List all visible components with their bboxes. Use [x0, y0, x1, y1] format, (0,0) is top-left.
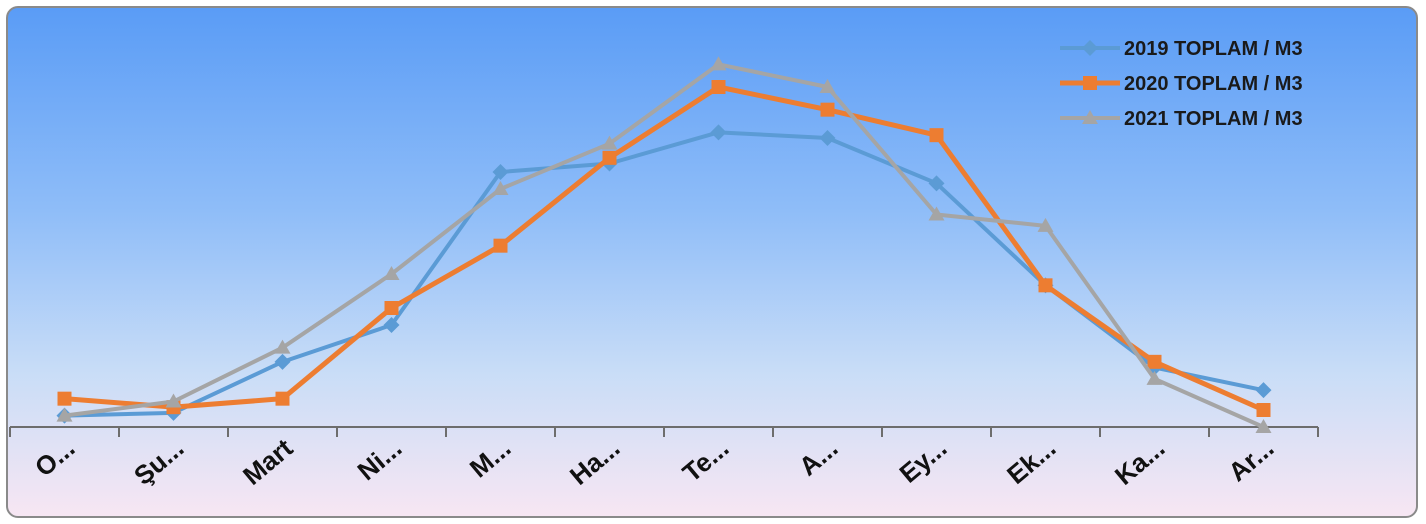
x-tick-label: Ar... — [1222, 433, 1279, 488]
data-point — [275, 391, 290, 406]
legend-label: 2020 TOPLAM / M3 — [1124, 73, 1303, 95]
x-axis: O... Şu... Mart Ni... M... Ha... Te... A... Ey..… — [9, 426, 1319, 491]
data-point — [819, 130, 836, 146]
data-point — [383, 266, 400, 280]
data-point — [710, 124, 727, 141]
data-point — [1255, 382, 1272, 399]
x-tick-label: Şu... — [128, 433, 189, 491]
x-tick-label: Mart — [237, 432, 299, 490]
series-1 — [56, 124, 1272, 424]
data-point — [819, 79, 836, 93]
series-layer — [56, 56, 1272, 433]
series-2 — [57, 80, 1271, 417]
data-point — [601, 135, 618, 150]
data-point — [602, 150, 617, 165]
data-point — [1256, 403, 1271, 417]
data-point — [928, 175, 945, 192]
series-line — [62, 62, 1266, 429]
series-line — [62, 84, 1266, 413]
data-point — [492, 164, 509, 180]
x-tick-label: Ey... — [894, 433, 953, 489]
data-point — [274, 353, 291, 370]
data-point — [56, 407, 73, 422]
data-point — [274, 339, 291, 354]
data-point — [1147, 354, 1162, 369]
legend: 2019 TOPLAM / M3 2020 TOPLAM / M3 2021 TOP… — [1060, 38, 1303, 130]
data-point — [165, 393, 182, 408]
x-tick-label: O... — [29, 433, 80, 483]
data-point — [1037, 217, 1054, 232]
legend-item: 2020 TOPLAM / M3 — [1060, 73, 1303, 95]
x-tick-label: Ni... — [352, 433, 408, 487]
data-point — [492, 181, 509, 195]
series-line — [62, 130, 1266, 418]
data-point — [57, 391, 72, 406]
legend-swatch-marker — [1082, 110, 1098, 124]
x-tick-label: Te... — [677, 433, 735, 488]
x-tick-label: Ha... — [564, 433, 625, 491]
data-point — [493, 238, 508, 253]
x-tick-label: M... — [464, 433, 516, 484]
legend-item: 2019 TOPLAM / M3 — [1060, 38, 1303, 60]
data-point — [1038, 278, 1053, 293]
x-tick-label: Ka... — [1109, 433, 1170, 491]
data-point — [384, 301, 399, 315]
data-point — [1146, 370, 1163, 385]
data-point — [928, 206, 945, 221]
legend-swatch-marker — [1083, 76, 1097, 90]
series-3 — [56, 56, 1272, 433]
legend-label: 2021 TOPLAM / M3 — [1124, 108, 1303, 130]
data-point — [711, 80, 726, 94]
x-tick-label: A... — [793, 433, 843, 482]
legend-label: 2019 TOPLAM / M3 — [1124, 38, 1303, 60]
data-point — [710, 56, 727, 71]
data-point — [929, 128, 944, 143]
data-point — [1255, 419, 1272, 433]
legend-swatch-marker — [1082, 40, 1098, 56]
data-point — [820, 102, 835, 117]
data-point — [383, 317, 400, 333]
legend-item: 2021 TOPLAM / M3 — [1060, 108, 1303, 130]
x-tick-label: Ek... — [1001, 433, 1061, 490]
